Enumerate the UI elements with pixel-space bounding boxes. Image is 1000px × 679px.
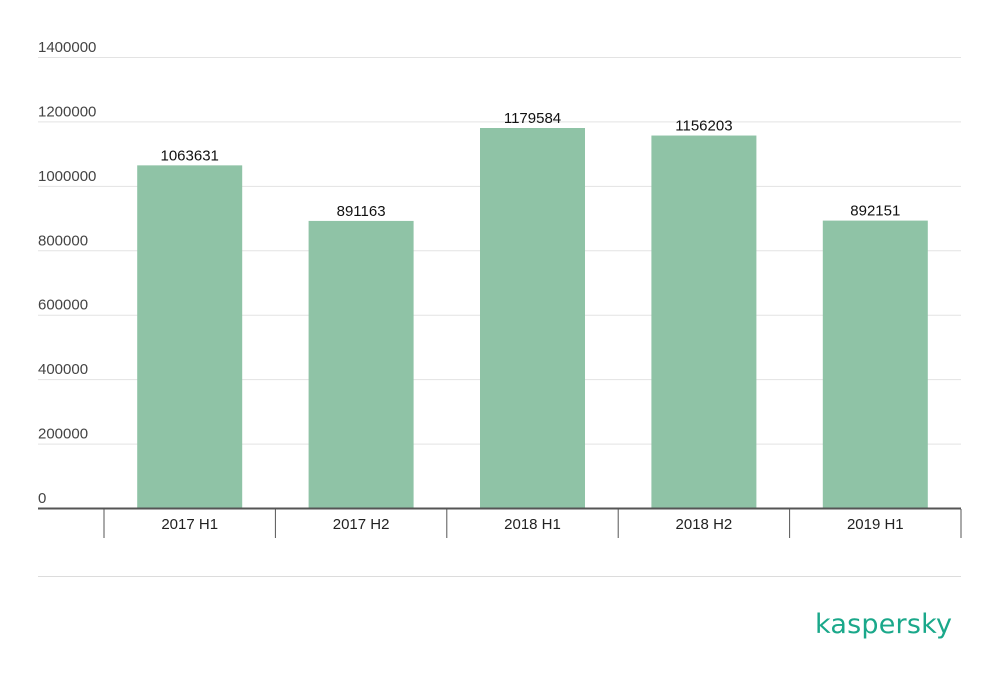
bar xyxy=(308,220,414,508)
y-tick-label: 600000 xyxy=(38,297,88,314)
y-tick-label: 1000000 xyxy=(38,168,96,185)
data-labels: 1063631 891163 1179584 1156203 892151 xyxy=(160,110,900,220)
data-label: 1179584 xyxy=(504,110,561,127)
bottom-divider xyxy=(38,576,961,577)
data-label: 1063631 xyxy=(160,147,218,164)
bar xyxy=(651,135,757,508)
y-tick-label: 200000 xyxy=(38,426,88,443)
y-tick-label: 800000 xyxy=(38,232,88,249)
x-axis-categories: 2017 H1 2017 H2 2018 H1 2018 H2 2019 H1 xyxy=(103,509,962,538)
x-category-label: 2017 H2 xyxy=(333,516,390,533)
x-category-label: 2017 H1 xyxy=(161,516,218,533)
y-tick-label: 400000 xyxy=(38,361,88,378)
x-category-label: 2019 H1 xyxy=(847,516,904,533)
x-category-label: 2018 H1 xyxy=(504,516,561,533)
y-tick-label: 1400000 xyxy=(38,39,96,56)
y-tick-label: 0 xyxy=(38,490,46,507)
data-label: 1156203 xyxy=(675,118,732,135)
data-label: 891163 xyxy=(337,203,386,220)
bar xyxy=(822,220,928,509)
bars xyxy=(137,128,928,509)
kaspersky-logo: kaspersky xyxy=(815,609,953,640)
bar xyxy=(480,128,585,509)
bar xyxy=(137,165,243,508)
y-tick-label: 1200000 xyxy=(38,103,96,120)
x-category-label: 2018 H2 xyxy=(676,516,733,533)
y-axis-tick-labels: 0 200000 400000 600000 800000 1000000 1200000 1… xyxy=(38,39,96,507)
data-label: 892151 xyxy=(850,203,900,220)
